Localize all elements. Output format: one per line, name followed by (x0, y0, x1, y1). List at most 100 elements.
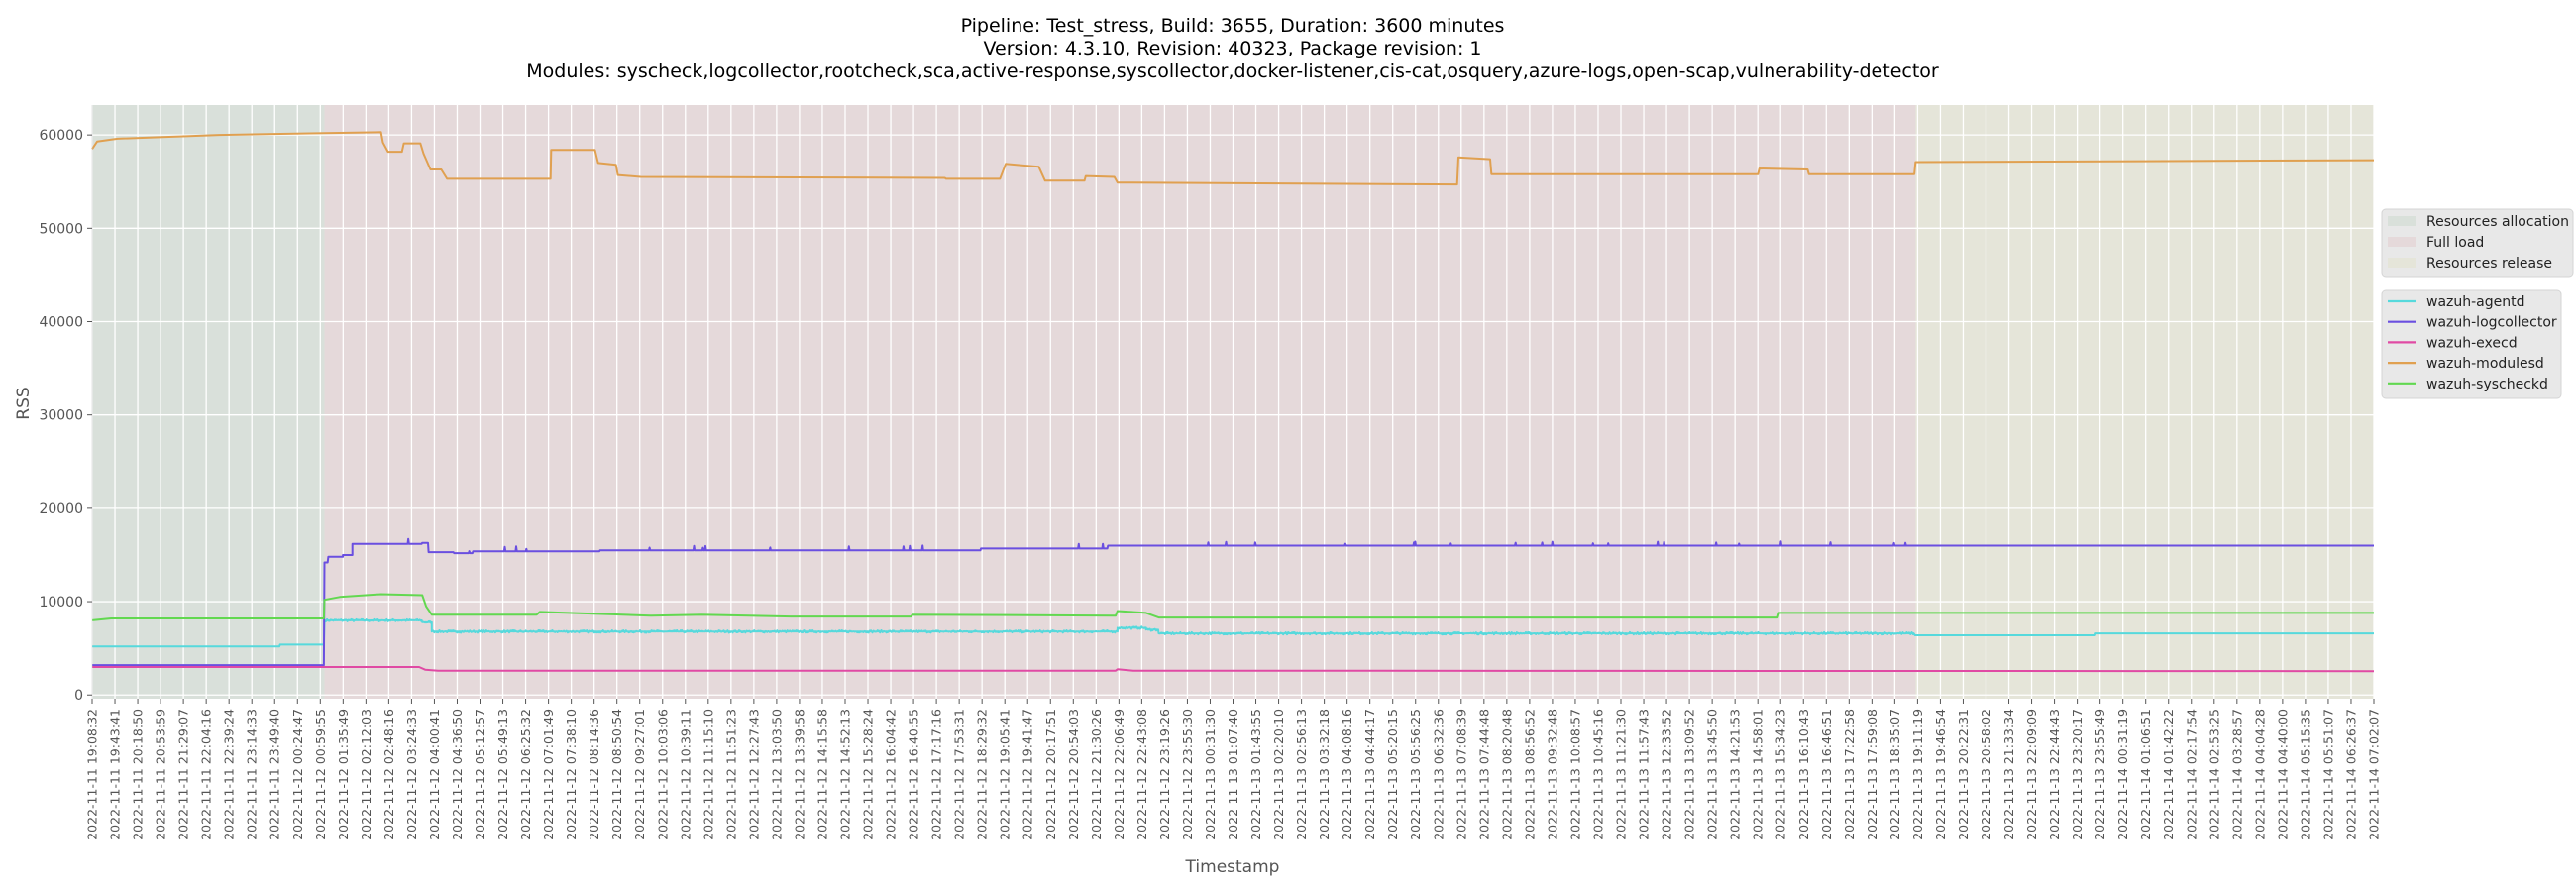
x-tick-label: 2022-11-12 14:52:13 (837, 709, 852, 840)
x-tick-label: 2022-11-13 01:43:55 (1248, 709, 1263, 840)
x-tick-label: 2022-11-13 20:58:02 (1979, 709, 1993, 840)
x-tick-label: 2022-11-13 06:32:36 (1431, 709, 1446, 840)
x-tick-label: 2022-11-12 20:54:03 (1066, 709, 1081, 840)
x-tick-label: 2022-11-12 14:15:58 (814, 709, 829, 840)
x-tick-label: 2022-11-13 22:09:09 (2024, 709, 2039, 840)
x-tick-label: 2022-11-12 10:39:11 (678, 709, 693, 840)
x-tick-label: 2022-11-13 04:08:16 (1340, 709, 1354, 840)
legend-swatch-full-load (2388, 237, 2416, 247)
x-tick-label: 2022-11-13 18:35:07 (1887, 709, 1902, 840)
x-tick-label: 2022-11-12 13:03:50 (769, 709, 784, 840)
x-tick-label: 2022-11-12 18:29:32 (975, 709, 990, 840)
x-tick-label: 2022-11-11 19:43:41 (108, 709, 123, 840)
legend-series-box (2381, 289, 2562, 399)
x-tick-label: 2022-11-12 00:59:55 (313, 709, 328, 840)
y-tick-label: 60000 (39, 128, 83, 144)
y-tick-label: 20000 (39, 502, 83, 517)
x-tick-label: 2022-11-12 10:03:06 (655, 709, 670, 840)
x-tick-label: 2022-11-13 17:22:58 (1842, 709, 1857, 840)
x-tick-label: 2022-11-13 15:34:23 (1773, 709, 1788, 840)
x-tick-label: 2022-11-13 17:59:08 (1865, 709, 1879, 840)
x-tick-label: 2022-11-12 07:38:10 (564, 709, 579, 840)
x-tick-label: 2022-11-13 16:46:51 (1819, 709, 1834, 840)
x-tick-label: 2022-11-12 11:51:23 (723, 709, 738, 840)
x-tick-label: 2022-11-13 04:44:17 (1362, 709, 1377, 840)
x-tick-label: 2022-11-13 05:56:25 (1408, 709, 1423, 840)
chart-title-line-1: Pipeline: Test_stress, Build: 3655, Dura… (961, 15, 1505, 37)
x-tick-label: 2022-11-14 02:17:54 (2184, 709, 2199, 840)
x-tick-label: 2022-11-11 23:14:33 (245, 709, 260, 840)
x-tick-label: 2022-11-12 19:41:47 (1020, 709, 1035, 840)
x-tick-label: 2022-11-13 14:58:01 (1751, 709, 1766, 840)
x-tick-label: 2022-11-13 01:07:40 (1226, 709, 1240, 840)
x-tick-label: 2022-11-12 23:55:30 (1180, 709, 1195, 840)
x-tick-label: 2022-11-13 21:33:34 (2001, 709, 2016, 840)
x-tick-label: 2022-11-13 11:21:30 (1614, 709, 1629, 840)
x-tick-label: 2022-11-12 22:43:08 (1134, 709, 1149, 840)
series-line-wazuh-modulesd (91, 131, 2375, 186)
x-tick-label: 2022-11-12 21:30:26 (1089, 709, 1104, 840)
x-tick-label: 2022-11-13 19:46:54 (1933, 709, 1948, 840)
region-full-load (324, 105, 1916, 699)
x-tick-label: 2022-11-13 03:32:18 (1317, 709, 1332, 840)
x-tick-label: 2022-11-13 23:55:49 (2093, 709, 2107, 840)
x-tick-label: 2022-11-13 00:31:30 (1203, 709, 1218, 840)
y-axis-label: RSS (14, 387, 34, 419)
x-tick-label: 2022-11-12 22:06:49 (1112, 709, 1127, 840)
legend-swatch-resources-allocation (2388, 216, 2416, 226)
x-tick-label: 2022-11-14 01:42:22 (2161, 709, 2176, 840)
x-tick-label: 2022-11-13 19:11:19 (1910, 709, 1925, 840)
chart-title-line-2: Version: 4.3.10, Revision: 40323, Packag… (984, 38, 1482, 59)
x-tick-label: 2022-11-14 07:02:07 (2367, 709, 2382, 840)
x-tick-label: 2022-11-11 19:08:32 (85, 709, 100, 840)
y-tick-label: 10000 (39, 595, 83, 611)
x-tick-label: 2022-11-14 02:53:25 (2206, 709, 2221, 840)
x-tick-label: 2022-11-12 05:49:13 (495, 709, 510, 840)
x-tick-label: 2022-11-12 15:28:24 (861, 709, 876, 840)
legend-label: Resources release (2426, 256, 2552, 272)
x-tick-label: 2022-11-11 22:39:24 (222, 709, 237, 840)
y-tick-label: 0 (74, 688, 83, 704)
x-tick-label: 2022-11-12 23:19:26 (1157, 709, 1172, 840)
x-tick-label: 2022-11-13 08:20:48 (1499, 709, 1514, 840)
x-tick-label: 2022-11-14 05:15:35 (2298, 709, 2312, 840)
y-tick-label: 50000 (39, 221, 83, 237)
x-tick-label: 2022-11-12 01:35:49 (336, 709, 351, 840)
x-tick-label: 2022-11-12 17:17:16 (929, 709, 944, 840)
series-line-wazuh-agentd (92, 617, 2374, 648)
x-tick-label: 2022-11-12 16:04:42 (884, 709, 899, 840)
x-tick-label: 2022-11-13 08:56:52 (1522, 709, 1537, 840)
x-tick-label: 2022-11-12 07:01:49 (541, 709, 556, 840)
x-tick-label: 2022-11-14 06:26:37 (2343, 709, 2358, 840)
x-tick-label: 2022-11-13 23:20:17 (2070, 709, 2085, 840)
x-tick-label: 2022-11-11 23:49:40 (268, 709, 282, 840)
x-tick-label: 2022-11-11 20:53:59 (154, 709, 168, 840)
x-tick-label: 2022-11-13 11:57:43 (1637, 709, 1652, 840)
x-tick-label: 2022-11-12 13:39:58 (792, 709, 806, 840)
x-axis: 2022-11-11 19:08:32 2022-11-11 19:43:41 20… (85, 699, 2382, 840)
y-tick-label: 40000 (39, 315, 83, 331)
series-line-wazuh-execd (92, 666, 2375, 673)
legend-label: wazuh-modulesd (2426, 356, 2544, 372)
x-tick-label: 2022-11-12 06:25:32 (518, 709, 533, 840)
region-resources-allocation (92, 105, 325, 699)
x-tick-label: 2022-11-12 17:53:31 (952, 709, 967, 840)
x-tick-label: 2022-11-14 03:28:57 (2229, 709, 2244, 840)
x-tick-label: 2022-11-13 10:08:57 (1567, 709, 1582, 840)
legend-label: wazuh-syscheckd (2426, 377, 2548, 392)
x-tick-label: 2022-11-12 04:00:41 (427, 709, 442, 840)
x-tick-label: 2022-11-13 13:09:52 (1682, 709, 1697, 840)
x-tick-label: 2022-11-12 05:12:57 (473, 709, 487, 840)
x-tick-label: 2022-11-13 07:44:48 (1476, 709, 1491, 840)
x-tick-label: 2022-11-13 02:20:10 (1271, 709, 1286, 840)
chart-title-line-3: Modules: syscheck,logcollector,rootcheck… (526, 60, 1939, 82)
x-tick-label: 2022-11-13 14:21:53 (1728, 709, 1743, 840)
x-tick-label: 2022-11-12 20:17:51 (1043, 709, 1058, 840)
x-tick-label: 2022-11-14 04:04:28 (2252, 709, 2267, 840)
x-tick-label: 2022-11-14 01:06:51 (2138, 709, 2153, 840)
x-tick-label: 2022-11-12 16:40:55 (907, 709, 921, 840)
legend-label: wazuh-agentd (2426, 294, 2525, 310)
x-tick-label: 2022-11-12 00:24:47 (290, 709, 305, 840)
legend-series: wazuh-agentd wazuh-logcollector wazuh-exec… (2381, 289, 2562, 399)
